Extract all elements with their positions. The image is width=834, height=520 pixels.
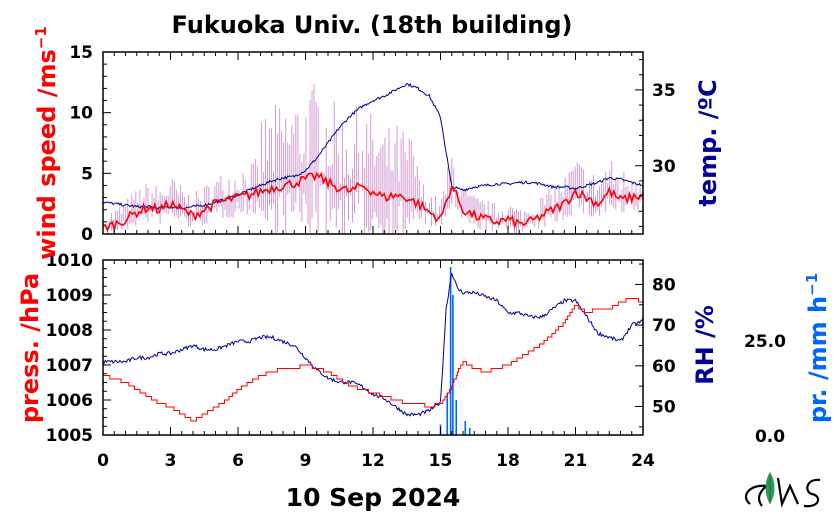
- x-tick-label: 9: [300, 451, 312, 471]
- pressure-tick-label: 1006: [46, 391, 93, 411]
- wind-speed-line: [102, 171, 644, 233]
- precip-tick-high: 25.0: [744, 332, 786, 352]
- temperature-line: [102, 82, 644, 211]
- pressure-axis-label: press. /hPa: [16, 273, 44, 423]
- pressure-tick-label: 1007: [46, 356, 93, 376]
- wind-tick-label: 10: [69, 104, 93, 124]
- x-tick-label: 15: [429, 451, 453, 471]
- x-tick-label: 18: [496, 451, 520, 471]
- institution-logo: [744, 472, 821, 508]
- rh-tick-label: 70: [652, 316, 676, 336]
- x-tick-label: 6: [232, 451, 244, 471]
- pressure-tick-label: 1008: [46, 321, 93, 341]
- wind-axis-label: wind speed /ms−1: [32, 26, 61, 260]
- precip-tick-zero: 0.0: [755, 427, 785, 447]
- pressure-humidity-panel: 0 3 6 9 12 15 18 21 24 1005 1006 1007 1008 1009 1010 50…: [46, 251, 676, 471]
- rh-tick-label: 80: [652, 275, 676, 295]
- pressure-tick-label: 1005: [46, 426, 93, 446]
- temp-tick-label: 30: [652, 157, 676, 177]
- humidity-line: [102, 272, 644, 417]
- rh-tick-label: 60: [652, 357, 676, 377]
- date-label: 10 Sep 2024: [286, 483, 461, 512]
- wind-tick-label: 5: [81, 164, 93, 184]
- temperature-axis-label: temp. /ºC: [694, 79, 722, 206]
- x-tick-label: 0: [97, 451, 109, 471]
- humidity-axis-label: RH /%: [691, 305, 719, 385]
- top-panel-frame: [102, 51, 644, 235]
- top-panel-ticks: 0 5 10 15 30 35: [69, 43, 676, 245]
- x-tick-label: 21: [564, 451, 588, 471]
- pressure-line: [103, 298, 643, 422]
- precipitation-axis-label: pr. /mm h−1: [803, 273, 832, 423]
- wind-temperature-panel: 0 5 10 15 30 35: [69, 43, 676, 245]
- x-tick-label: 3: [165, 451, 177, 471]
- wind-tick-label: 15: [69, 43, 93, 63]
- rh-tick-label: 50: [652, 398, 676, 418]
- bottom-panel-ticks: 0 3 6 9 12 15 18 21 24 1005 1006 1007 1008 1009 1010 50…: [46, 251, 676, 471]
- x-tick-label: 24: [631, 451, 655, 471]
- bottom-panel-frame: [102, 259, 644, 436]
- pressure-tick-label: 1010: [46, 251, 93, 271]
- wind-tick-label: 0: [81, 225, 93, 245]
- chart-title: Fukuoka Univ. (18th building): [172, 11, 573, 39]
- temp-tick-label: 35: [652, 81, 676, 101]
- x-tick-label: 12: [361, 451, 385, 471]
- top-panel-series: [102, 82, 644, 234]
- bottom-panel-series: [102, 267, 644, 435]
- pressure-tick-label: 1009: [46, 286, 93, 306]
